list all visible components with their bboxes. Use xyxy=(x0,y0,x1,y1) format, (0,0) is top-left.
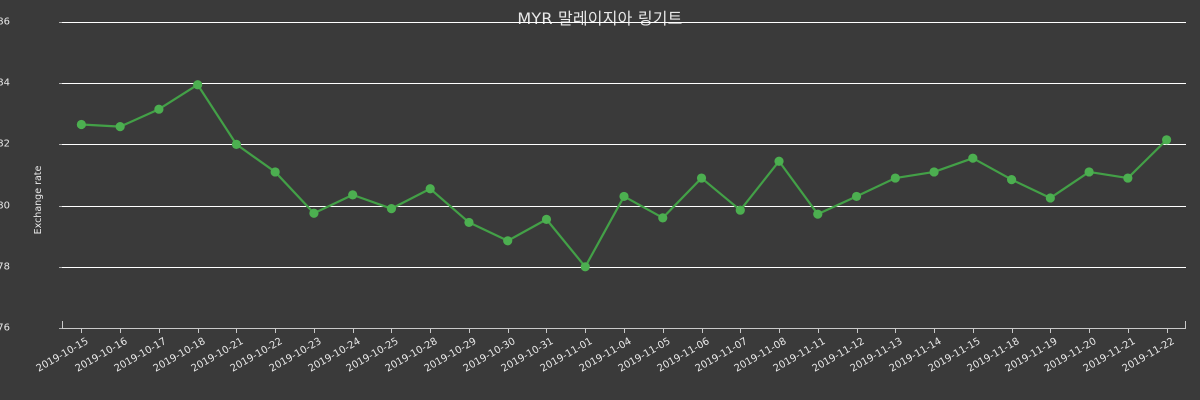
gridline xyxy=(62,205,1186,207)
x-tick-mark xyxy=(1011,328,1013,333)
y-tick-mark xyxy=(58,144,62,146)
y-tick-mark xyxy=(58,205,62,207)
x-tick-mark xyxy=(197,328,199,333)
y-tick-mark xyxy=(58,328,62,329)
chart-title: MYR 말레이지아 링기트 xyxy=(517,9,683,28)
x-tick-mark xyxy=(1166,328,1168,333)
x-tick-mark xyxy=(934,328,936,333)
y-tick-mark xyxy=(58,266,62,268)
x-tick-mark xyxy=(158,328,160,333)
plot-area xyxy=(58,22,1186,329)
x-tick-mark xyxy=(624,328,625,333)
x-tick-mark xyxy=(1089,328,1091,333)
x-tick-mark xyxy=(895,328,897,333)
y-tick-label: 278 xyxy=(0,261,10,273)
x-tick-mark xyxy=(236,328,238,333)
x-tick-mark xyxy=(856,328,858,333)
x-tick-mark xyxy=(701,328,703,333)
x-tick-mark xyxy=(468,328,470,333)
x-tick-mark xyxy=(585,328,587,333)
x-tick-mark xyxy=(81,328,83,333)
y-tick-label: 276 xyxy=(0,322,10,334)
x-tick-mark xyxy=(352,328,354,333)
x-tick-mark xyxy=(430,328,432,333)
x-tick-mark xyxy=(507,328,509,333)
gridline xyxy=(62,83,1186,85)
x-axis-left-cap xyxy=(62,321,63,329)
x-tick-mark xyxy=(275,328,277,333)
y-tick-label: 280 xyxy=(0,200,10,212)
x-tick-mark xyxy=(1050,328,1052,333)
y-tick-label: 284 xyxy=(0,77,10,89)
x-tick-mark xyxy=(546,328,548,333)
x-tick-mark xyxy=(313,328,315,333)
y-tick-label: 282 xyxy=(0,138,10,150)
x-tick-mark xyxy=(972,328,974,333)
x-tick-mark xyxy=(779,328,781,333)
y-axis-label: Exchange rate xyxy=(32,165,44,235)
x-axis-right-cap xyxy=(1185,321,1186,329)
x-tick-mark xyxy=(1127,328,1129,333)
y-tick-mark xyxy=(58,22,62,23)
gridline xyxy=(62,266,1186,268)
x-tick-mark xyxy=(740,328,742,333)
y-tick-label: 286 xyxy=(0,16,10,28)
x-tick-mark xyxy=(120,328,122,333)
gridline xyxy=(62,144,1186,146)
x-tick-mark xyxy=(817,328,819,333)
x-tick-mark xyxy=(662,328,664,333)
x-tick-mark xyxy=(391,328,393,333)
gridline xyxy=(62,22,1186,23)
y-tick-mark xyxy=(58,83,62,85)
